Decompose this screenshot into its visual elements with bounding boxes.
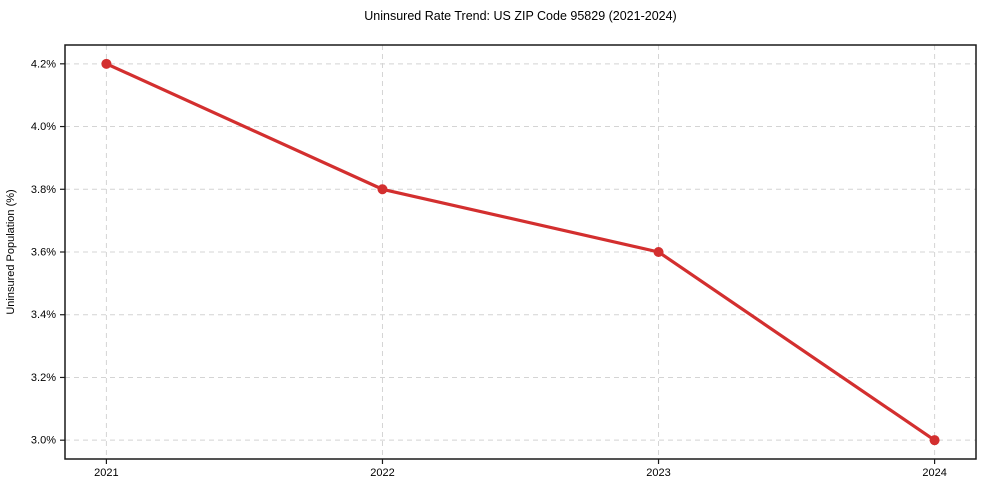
x-tick-label: 2022 (370, 467, 394, 479)
x-tick-label: 2024 (922, 467, 946, 479)
y-axis-label: Uninsured Population (%) (5, 189, 17, 314)
data-point-2021 (101, 58, 112, 69)
y-tick-label: 3.0% (31, 435, 56, 447)
y-tick-label: 3.8% (31, 184, 56, 196)
data-point-2024 (929, 435, 940, 446)
data-point-2023 (653, 247, 664, 257)
y-tick-label: 4.2% (31, 58, 56, 70)
trend-line (104, 62, 937, 442)
x-tick-label: 2021 (94, 467, 118, 479)
chart-title: Uninsured Rate Trend: US ZIP Code 95829 … (364, 9, 677, 23)
data-point-2022 (377, 184, 388, 195)
x-tick-label: 2023 (646, 467, 670, 479)
y-tick-label: 3.2% (31, 372, 56, 384)
y-tick-label: 4.0% (31, 121, 56, 133)
y-tick-label: 3.4% (31, 309, 56, 321)
y-tick-label: 3.6% (31, 247, 56, 259)
